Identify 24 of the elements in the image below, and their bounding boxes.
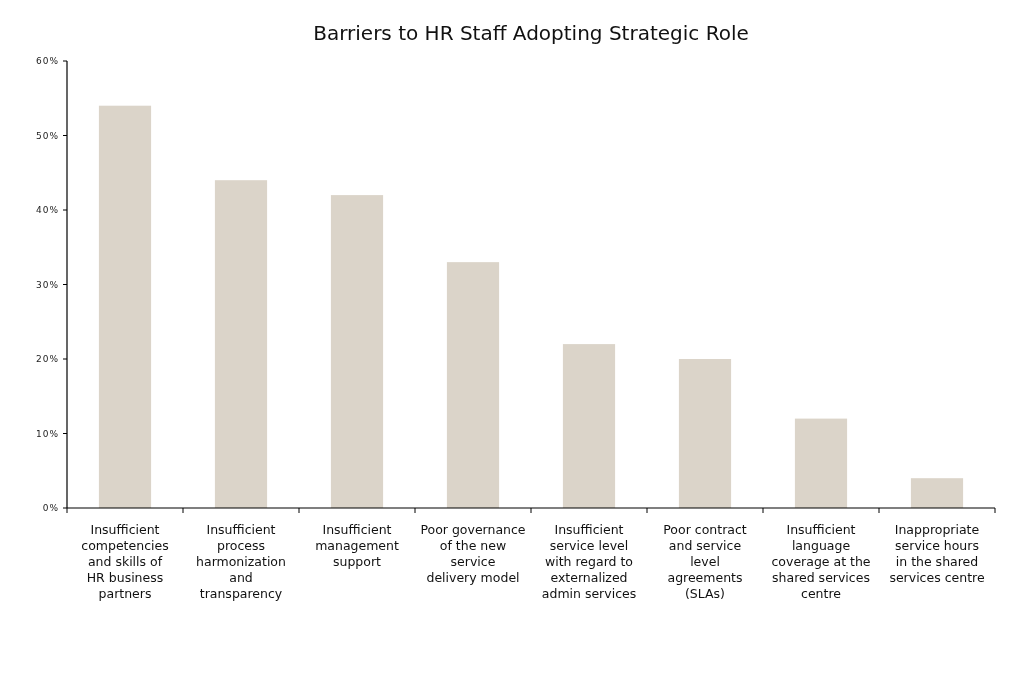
x-tick-label: Insufficient competencies and skills of HR business partners xyxy=(81,522,169,601)
x-tick-label: Poor governance of the new service delivery model xyxy=(420,522,526,585)
y-tick-label: 60% xyxy=(35,56,59,67)
y-tick-label: 50% xyxy=(35,130,59,141)
bar xyxy=(678,359,732,508)
y-tick-label: 20% xyxy=(35,354,59,365)
bar xyxy=(446,262,500,508)
y-tick-label: 0% xyxy=(42,503,59,514)
x-tick-label: Poor contract and service level agreements (SLAs) xyxy=(663,522,747,601)
bar xyxy=(794,418,848,508)
bar xyxy=(910,478,964,508)
bar xyxy=(98,105,152,508)
y-tick-label: 10% xyxy=(35,428,59,439)
x-tick-label: Insufficient process harmonization and transparency xyxy=(196,522,286,601)
x-tick-label: Insufficient language coverage at the shared services centre xyxy=(771,522,871,601)
bar xyxy=(214,180,268,508)
bar xyxy=(330,195,384,508)
y-tick-label: 30% xyxy=(35,279,59,290)
x-tick-label: Inappropriate service hours in the shared services centre xyxy=(889,522,985,585)
y-tick-label: 40% xyxy=(35,205,59,216)
chart-title: Barriers to HR Staff Adopting Strategic Role xyxy=(313,21,749,45)
x-tick-label: Insufficient service level with regard to externalized admin services xyxy=(541,522,637,601)
x-tick-label: Insufficient management support xyxy=(315,522,399,569)
bar xyxy=(562,344,616,508)
